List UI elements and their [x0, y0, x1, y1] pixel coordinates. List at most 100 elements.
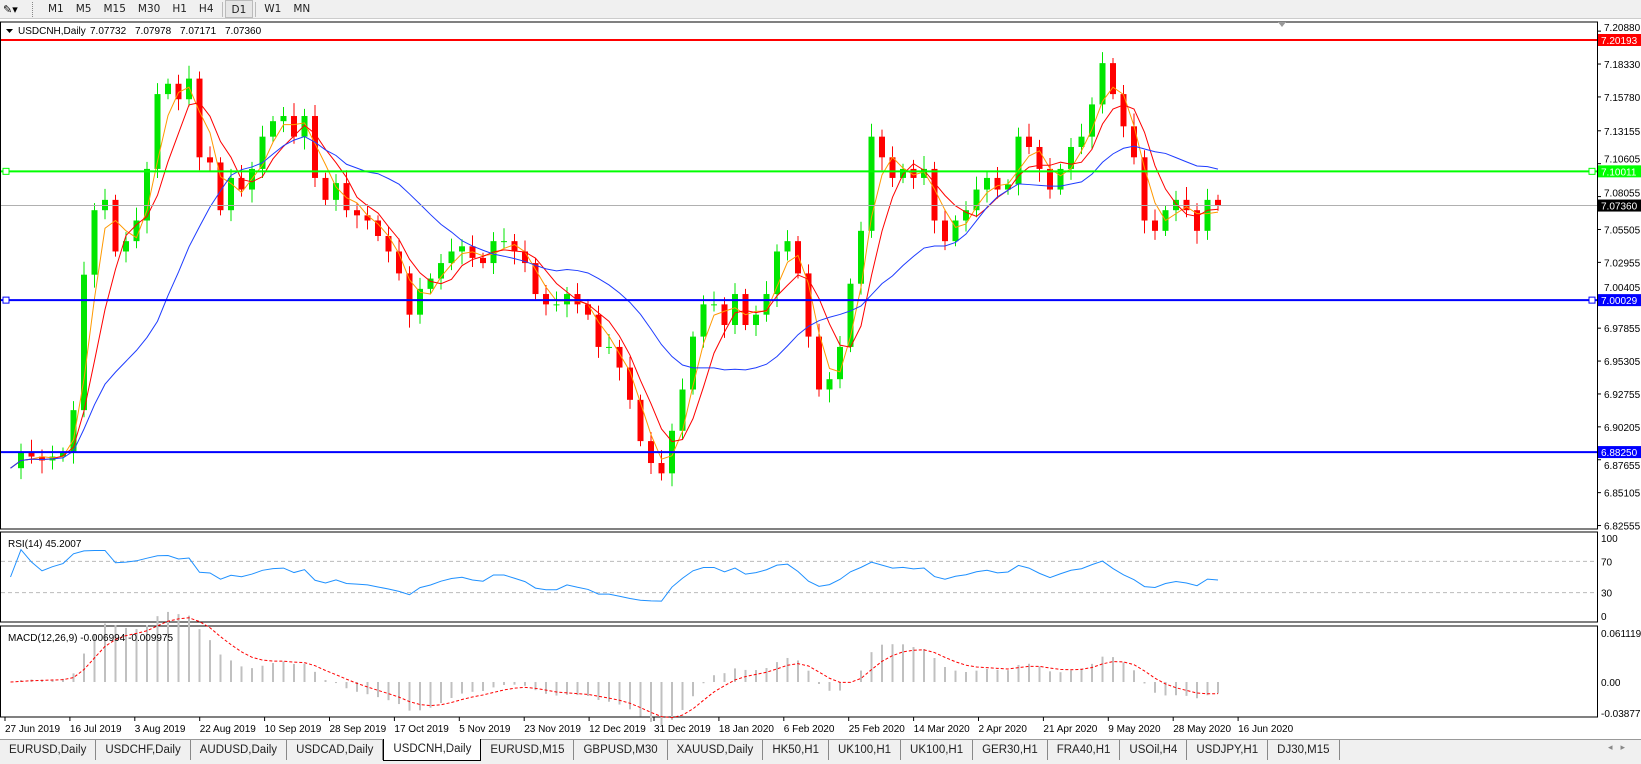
- bear-candle: [112, 199, 119, 252]
- ohlc-high: 7.07978: [135, 26, 172, 37]
- bear-candle: [994, 177, 1001, 190]
- bull-candle: [270, 121, 276, 137]
- bull-candle: [679, 389, 686, 431]
- bear-candle: [1215, 199, 1221, 206]
- bear-candle: [721, 304, 728, 325]
- bear-candle: [1120, 94, 1127, 127]
- bull-candle: [165, 83, 171, 95]
- bull-candle: [858, 230, 864, 284]
- bear-candle: [364, 215, 371, 221]
- chart-tab[interactable]: FRA40,H1: [1048, 740, 1121, 760]
- chart-header-symbol: USDCNH,Daily: [18, 26, 86, 37]
- bull-candle: [963, 210, 969, 221]
- bull-candle: [900, 168, 906, 178]
- bear-candle: [637, 399, 644, 442]
- date-tick-label: 6 Feb 2020: [784, 724, 835, 735]
- price-chart[interactable]: 7.20880 7.18330 7.15780 7.13155 7.10605 7.080…: [0, 0, 1641, 739]
- current-price-badge: [1598, 199, 1641, 212]
- chart-tab[interactable]: USDCAD,Daily: [287, 740, 384, 760]
- bull-candle: [427, 278, 434, 289]
- macd-signal-line: [10, 617, 1219, 719]
- tab-scroll-arrows-icon[interactable]: ◂▸: [1607, 743, 1633, 753]
- ohlc-close: 7.07360: [225, 26, 262, 37]
- toolbar-grip[interactable]: [32, 1, 36, 17]
- date-tick-label: 17 Oct 2019: [394, 724, 449, 735]
- timeframe-m5-button[interactable]: M5: [75, 3, 92, 15]
- date-tick-label: 21 Apr 2020: [1043, 724, 1097, 735]
- macd-label: MACD(12,26,9) -0.006994 -0.009975: [8, 633, 174, 644]
- bull-candle: [81, 274, 87, 411]
- chart-tab[interactable]: GBPUSD,M30: [574, 740, 668, 760]
- bear-candle: [396, 251, 402, 274]
- bear-candle: [207, 157, 213, 163]
- bear-candle: [585, 304, 591, 315]
- bull-candle: [301, 116, 308, 137]
- date-tick-label: 22 Aug 2019: [200, 724, 257, 735]
- chart-tab[interactable]: USDCNH,Daily: [383, 739, 482, 761]
- bear-candle: [217, 162, 224, 211]
- chart-tab[interactable]: EURUSD,Daily: [0, 740, 97, 760]
- date-tick-label: 3 Aug 2019: [135, 724, 186, 735]
- bull-candle: [984, 177, 990, 190]
- bear-candle: [816, 336, 822, 390]
- rsi-pane: [0, 531, 1598, 623]
- timeframe-buttons: M1 M5 M15 M30 H1 H4 D1 W1 MN: [42, 0, 316, 18]
- price-tick-label: 6.95305: [1604, 357, 1641, 368]
- level-price-label: 6.88250: [1601, 448, 1638, 459]
- date-tick-label: 2 Apr 2020: [979, 724, 1028, 735]
- bull-candle: [826, 379, 833, 390]
- rsi-line: [10, 548, 1219, 602]
- timeframe-d1-button[interactable]: D1: [224, 0, 254, 18]
- timeframe-h4-button[interactable]: H4: [198, 3, 214, 15]
- price-tick-label: 6.92755: [1604, 390, 1641, 401]
- bull-candle: [553, 304, 560, 306]
- chart-tabs: EURUSD,Daily USDCHF,Daily AUDUSD,Daily USDC…: [0, 739, 1641, 764]
- bear-candle: [532, 263, 539, 295]
- chart-tab[interactable]: HK50,H1: [763, 740, 829, 760]
- chart-tab[interactable]: EURUSD,M15: [481, 740, 575, 760]
- ma-mid-line: [10, 102, 1219, 469]
- chart-tab[interactable]: USDJPY,H1: [1187, 740, 1269, 760]
- chart-tab[interactable]: UK100,H1: [901, 740, 974, 760]
- level-handle: [1588, 167, 1596, 175]
- bull-candle: [1015, 136, 1022, 185]
- chart-tab[interactable]: USOil,H4: [1120, 740, 1188, 760]
- bear-candle: [1131, 126, 1137, 158]
- bear-candle: [1194, 210, 1200, 231]
- timeframe-m15-button[interactable]: M15: [103, 3, 126, 15]
- date-tick-label: 5 Nov 2019: [459, 724, 511, 735]
- timeframe-h1-button[interactable]: H1: [172, 3, 187, 15]
- level-handle: [1588, 296, 1596, 304]
- bear-candle: [196, 78, 203, 158]
- chart-tab[interactable]: USDCHF,Daily: [96, 740, 191, 760]
- bear-candle: [343, 183, 350, 211]
- timeframe-mn-button[interactable]: MN: [293, 3, 311, 15]
- timeframe-m1-button[interactable]: M1: [48, 3, 64, 15]
- level-price-badge: [1598, 446, 1641, 459]
- level-price-label: 7.20193: [1601, 36, 1638, 47]
- macd-tick-label: -0.038777: [1601, 709, 1641, 720]
- bear-candle: [1110, 63, 1116, 95]
- bear-candle: [291, 116, 297, 137]
- price-tick-label: 6.97855: [1604, 324, 1641, 335]
- bear-candle: [942, 220, 948, 242]
- bull-candle: [868, 136, 875, 231]
- bull-candle: [921, 168, 927, 178]
- bull-candle: [753, 314, 759, 325]
- timeframe-m30-button[interactable]: M30: [137, 3, 161, 15]
- symbol-menu-icon[interactable]: [6, 29, 13, 33]
- bear-candle: [658, 463, 665, 474]
- bear-candle: [522, 251, 528, 264]
- price-tick-label: 7.20880: [1604, 23, 1641, 34]
- chart-tab[interactable]: UK100,H1: [829, 740, 902, 760]
- toolbar-separator: [221, 1, 223, 17]
- chart-tab[interactable]: XAUUSD,Daily: [668, 740, 764, 760]
- chart-tab[interactable]: AUDUSD,Daily: [191, 740, 288, 760]
- chart-tab[interactable]: DJ30,M15: [1268, 740, 1340, 760]
- drawing-tools-icon[interactable]: ✎▾: [3, 2, 18, 16]
- timeframe-w1-button[interactable]: W1: [264, 3, 282, 15]
- date-tick-label: 28 May 2020: [1173, 724, 1231, 735]
- chart-tab[interactable]: GER30,H1: [973, 740, 1048, 760]
- price-tick-label: 6.90205: [1604, 423, 1641, 434]
- level-price-label: 7.10011: [1601, 167, 1637, 178]
